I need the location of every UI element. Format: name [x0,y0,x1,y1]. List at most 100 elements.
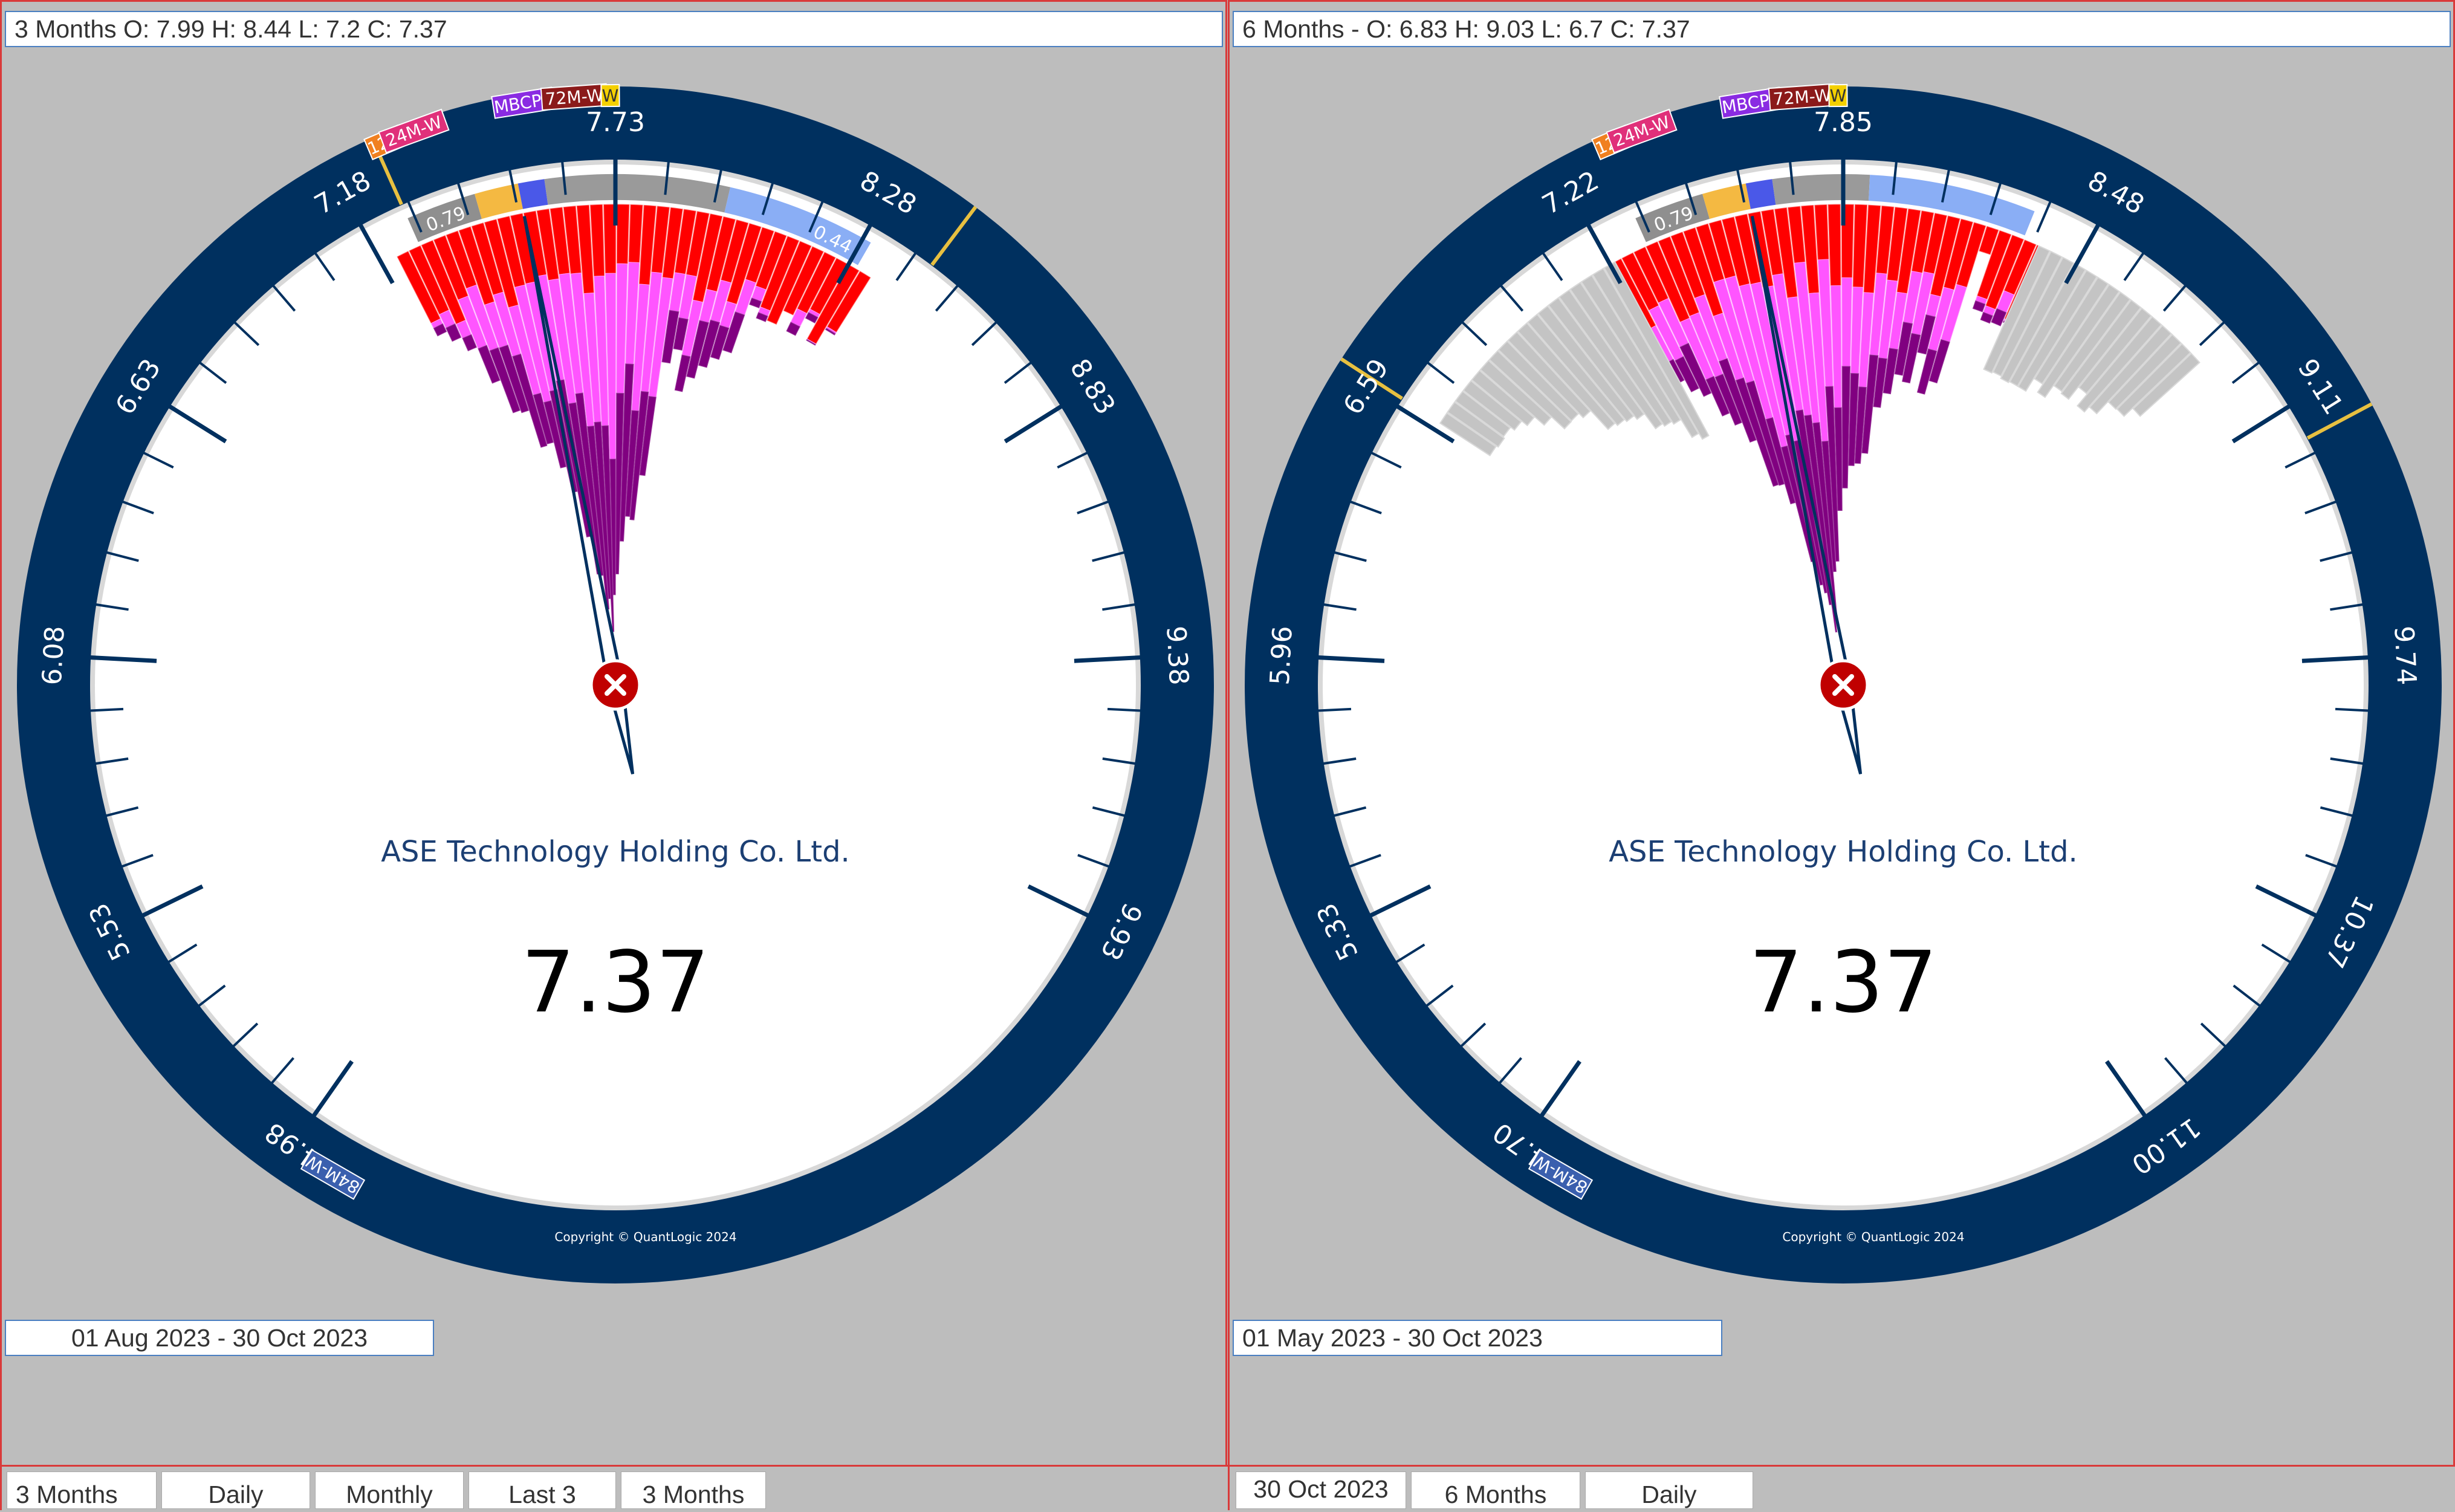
bottom-toolbar: 3 Months Daily Monthly Last 3 3 Months [2,1465,1229,1512]
minor-tick [2261,943,2291,964]
minor-tick [971,321,997,346]
histogram-bar [674,354,691,392]
ohlc-summary: 6 Months - O: 6.83 H: 9.03 L: 6.7 C: 7.3… [1233,11,2451,47]
minor-tick [1323,603,1357,611]
histogram-bar [673,317,689,351]
histogram-bar [2034,276,2109,385]
minor-tick [1370,452,1402,469]
major-tick [2301,655,2369,663]
major-tick [1318,655,1385,663]
histogram-bar [2000,256,2075,384]
histogram-bar [698,319,721,368]
minor-tick [314,252,336,281]
scale-label: 6.08 [37,625,71,686]
band-segment [517,179,548,209]
ohlc-summary: 3 Months O: 7.99 H: 8.44 L: 7.2 C: 7.37 [5,11,1223,47]
histogram-bar [661,310,679,364]
major-tick [1027,884,1089,918]
histogram-bar [1979,226,1999,255]
histogram-bar [1507,331,1591,419]
histogram-bar [710,325,730,360]
scale-label: 5.96 [1265,625,1299,686]
major-tick [1540,1060,1581,1117]
tag-badge: 72M-W [540,83,609,111]
tag-badge-label: 72M-W [545,85,605,109]
histogram-bar [445,323,462,342]
tag-badge: 72M-W [1768,83,1837,111]
minor-tick [1941,169,1950,203]
histogram-bar [2053,291,2131,392]
band-segment [475,183,523,219]
histogram-bar [1980,311,1993,324]
needle [522,216,641,774]
minor-tick [2335,707,2369,712]
histogram-bar [1679,342,1712,397]
histogram-bar [805,312,819,324]
level-marker [2306,402,2373,440]
interval-daily-button[interactable]: Daily [1585,1471,1753,1509]
histogram-bar [786,322,800,336]
histogram-bar [1479,360,1552,426]
minor-tick [1789,161,1795,195]
level-marker [1340,357,1403,400]
histogram-bar [1873,357,1888,408]
histogram-bar [489,347,521,414]
histogram-bar [1972,300,1986,313]
needle-pointer [522,216,635,774]
copyright-text: Copyright © QuantLogic 2024 [1782,1230,1964,1244]
tag-badge-label: W [602,86,619,106]
minor-tick [95,603,129,611]
band-segment [1745,179,1776,209]
histogram-bar [1447,401,1505,448]
close-icon [605,674,626,696]
price-value: 7.37 [521,933,710,1032]
interval-monthly-button[interactable]: Monthly [315,1471,464,1509]
major-tick [1586,224,1623,284]
histogram-bar [2116,343,2191,417]
histogram-bar [1455,390,1511,438]
histogram-bar [783,246,824,316]
gauge-panel-6-months: 6 Months - O: 6.83 H: 9.03 L: 6.7 C: 7.3… [1228,0,2455,1512]
histogram-bar [2107,334,2182,410]
major-tick [1004,404,1063,444]
histogram-bar [1439,412,1497,456]
range-3-months-button[interactable]: 3 Months [621,1471,766,1509]
histogram-bar [1462,380,1522,431]
band-segment [724,187,871,265]
minor-tick [2123,252,2145,281]
range-6-months-button[interactable]: 6 Months [1411,1471,1580,1509]
minor-tick [167,943,198,964]
minor-tick [1461,321,1488,346]
minor-tick [1460,1022,1487,1048]
date-button[interactable]: 30 Oct 2023 [1236,1471,1406,1509]
minor-tick [2231,362,2260,384]
histogram-bar [686,320,710,379]
histogram-bar [619,363,634,542]
last-3-button[interactable]: Last 3 [469,1471,616,1509]
major-tick [312,1060,354,1117]
histogram-bar [499,345,530,414]
histogram-bar [625,410,640,517]
minor-tick [1077,854,1110,868]
interval-daily-button[interactable]: Daily [161,1471,310,1509]
band-segment [1868,175,2035,236]
histogram-bar [2017,269,2098,392]
minor-tick [1323,757,1357,765]
histogram-bar [1746,380,1785,486]
major-tick [1074,655,1141,663]
major-tick [1369,884,1432,918]
major-tick [2064,224,2100,284]
histogram-bar [1517,322,1616,430]
histogram-bar [2037,284,2120,398]
minor-tick [2320,806,2353,817]
histogram-bar [1894,322,1913,376]
period-button[interactable]: 3 Months [7,1471,157,1509]
minor-tick [1077,500,1109,514]
minor-tick [1635,201,1650,233]
histogram-bar [543,400,566,469]
company-name: ASE Technology Holding Co. Ltd. [381,835,850,869]
histogram-bar [1883,348,1898,395]
major-tick [2231,404,2291,444]
histogram-bar [1580,274,1682,425]
histogram-bar [1848,372,1860,466]
